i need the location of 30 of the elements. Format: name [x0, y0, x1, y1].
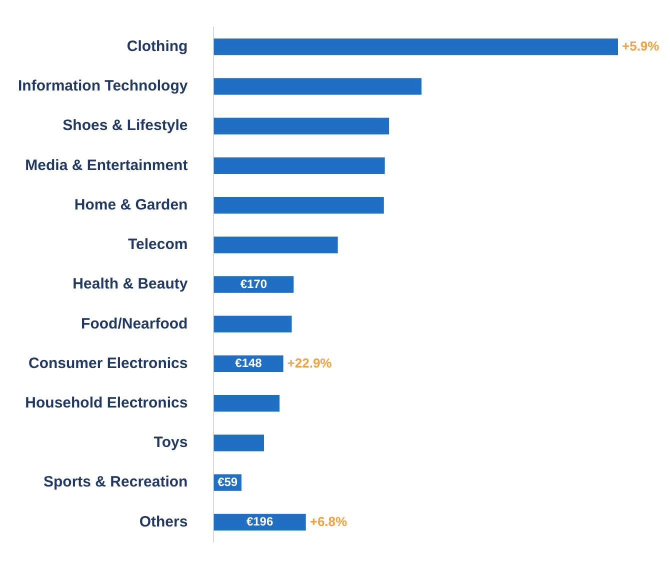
- y-tick-label: Shoes & Lifestyle: [62, 117, 188, 134]
- bar: [214, 118, 390, 134]
- y-tick-label: Toys: [154, 434, 188, 452]
- annotation: +5.9%: [622, 38, 660, 54]
- bar: [214, 434, 264, 452]
- y-tick-label: Sports & Recreation: [44, 474, 188, 491]
- annotation: +22.9%: [287, 355, 332, 370]
- bar: [214, 38, 618, 56]
- annotation: +6.8%: [310, 514, 348, 529]
- data-label: €59: [218, 474, 238, 489]
- y-tick-label: Home & Garden: [74, 196, 188, 214]
- y-tick-label: Consumer Electronics: [28, 354, 188, 372]
- y-tick-label: Health & Beauty: [72, 276, 188, 293]
- data-label: €196: [246, 514, 274, 529]
- bar: [214, 196, 384, 214]
- bar: [214, 276, 294, 293]
- y-tick-label: Information Technology: [18, 78, 188, 95]
- y-tick-label: Media & Entertainment: [25, 156, 188, 174]
- bar: [214, 157, 385, 174]
- bar: [214, 78, 422, 95]
- bar: [214, 236, 338, 254]
- y-tick-label: Telecom: [128, 236, 188, 254]
- bar: [214, 395, 280, 412]
- y-tick-label: Food/Nearfood: [81, 315, 188, 332]
- data-label: €170: [240, 276, 268, 291]
- bar: [214, 316, 292, 332]
- data-label: €148: [235, 356, 262, 370]
- y-tick-label: Household Electronics: [25, 394, 188, 412]
- y-tick-label: Clothing: [126, 38, 188, 55]
- y-tick-label: Others: [139, 513, 188, 530]
